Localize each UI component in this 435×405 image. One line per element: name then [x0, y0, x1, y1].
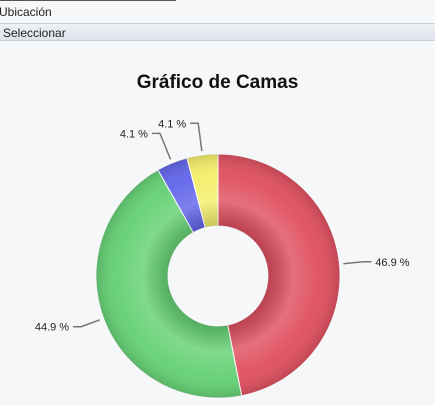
top-divider [0, 0, 176, 1]
chart-title: Gráfico de Camas [136, 72, 299, 93]
location-select[interactable]: Seleccionar [0, 23, 435, 41]
data-label-4: 4.1 % [158, 118, 186, 130]
donut-labels: 46.9 % 44.9 % 4.1 % 4.1 % [35, 118, 410, 333]
donut-slices [95, 153, 341, 399]
donut-slice-1[interactable] [217, 153, 341, 397]
data-label-2: 44.9 % [35, 322, 69, 334]
label-connector-2 [73, 319, 101, 328]
label-connector-3 [151, 132, 172, 160]
label-connector-4 [190, 122, 203, 152]
data-label-3: 4.1 % [120, 128, 148, 140]
label-connector-1 [343, 261, 372, 265]
data-label-1: 46.9 % [375, 257, 409, 269]
location-select-label: Seleccionar [3, 26, 66, 40]
location-label: Ubicación [0, 5, 52, 19]
